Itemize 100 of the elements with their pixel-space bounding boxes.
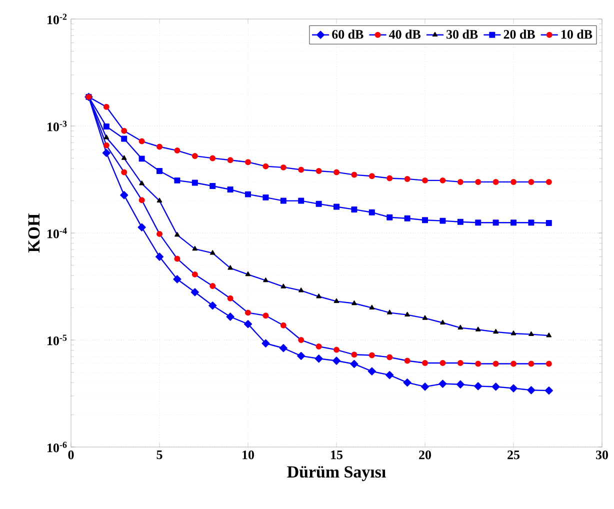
point (334, 346, 340, 353)
point (457, 360, 464, 366)
point (422, 177, 428, 184)
point (368, 352, 375, 358)
point (210, 183, 216, 189)
point (438, 380, 447, 388)
point (192, 152, 198, 159)
point (492, 178, 499, 185)
legend-label: 20 dB (504, 30, 535, 39)
point (404, 358, 410, 364)
point (386, 214, 393, 220)
point (102, 148, 110, 158)
point (475, 178, 482, 185)
point (297, 352, 306, 360)
point (227, 295, 234, 302)
point (139, 180, 144, 186)
x-tick-label: 0 (68, 450, 74, 460)
point (510, 178, 516, 185)
point (369, 304, 375, 310)
point (103, 104, 110, 110)
point (334, 204, 340, 210)
point (174, 232, 180, 237)
point (280, 284, 286, 288)
point (262, 194, 269, 200)
point (509, 384, 518, 392)
point (546, 220, 552, 226)
point (245, 191, 251, 198)
point (440, 320, 446, 324)
point (458, 324, 464, 330)
x-axis-title: Dürüm Sayısı (287, 466, 386, 482)
point (138, 197, 145, 204)
legend-label: 40 dB (389, 30, 421, 39)
point (316, 200, 322, 207)
point (456, 380, 464, 388)
point (403, 378, 412, 387)
point (192, 246, 198, 251)
point (228, 265, 233, 270)
point (120, 191, 128, 200)
x-tick-label: 5 (156, 450, 162, 460)
point (351, 352, 358, 358)
point (245, 271, 251, 276)
point (546, 178, 552, 185)
point (210, 282, 216, 289)
legend-label: 60 dB (332, 30, 364, 39)
point (156, 144, 162, 150)
x-tick-label: 30 (596, 450, 608, 460)
point (262, 339, 270, 348)
point (227, 186, 234, 192)
point (420, 382, 430, 391)
point (422, 360, 428, 366)
point (386, 175, 393, 182)
point (138, 223, 146, 232)
point (422, 315, 428, 320)
point (546, 332, 552, 338)
point (492, 382, 500, 391)
point (298, 337, 304, 343)
point (192, 180, 198, 186)
point (475, 220, 482, 226)
point (121, 155, 127, 160)
point (280, 164, 286, 170)
point (190, 288, 199, 296)
point (280, 322, 286, 328)
point (245, 310, 251, 316)
point (492, 220, 499, 226)
point (314, 354, 323, 363)
point (352, 300, 357, 306)
point (492, 360, 499, 367)
point (174, 148, 180, 154)
point (528, 220, 534, 226)
y-tick-label: 10$^{-4}$ (48, 228, 67, 238)
point (104, 134, 110, 140)
point (510, 220, 516, 226)
point (174, 256, 180, 262)
point (226, 312, 234, 321)
point (493, 328, 498, 334)
point (138, 138, 145, 144)
point (546, 360, 552, 367)
point (279, 344, 288, 352)
y-tick-label: 10$^{-6}$ (48, 442, 67, 452)
point (475, 326, 481, 332)
point (174, 177, 180, 184)
point (404, 215, 410, 222)
point (368, 367, 376, 376)
point (227, 157, 234, 164)
y-tick-label: 10$^{-5}$ (48, 334, 67, 346)
point (404, 176, 410, 182)
point (334, 169, 340, 176)
point (316, 294, 322, 298)
point (298, 166, 304, 173)
point (155, 252, 164, 261)
y-tick-label: 10$^{-3}$ (48, 120, 67, 132)
point (457, 178, 464, 185)
x-tick-label: 15 (331, 450, 342, 460)
point (173, 275, 182, 284)
point (544, 386, 553, 395)
x-tick-label: 20 (419, 450, 431, 460)
point (156, 230, 162, 237)
point (263, 277, 268, 282)
point (210, 250, 216, 255)
point (368, 209, 375, 216)
